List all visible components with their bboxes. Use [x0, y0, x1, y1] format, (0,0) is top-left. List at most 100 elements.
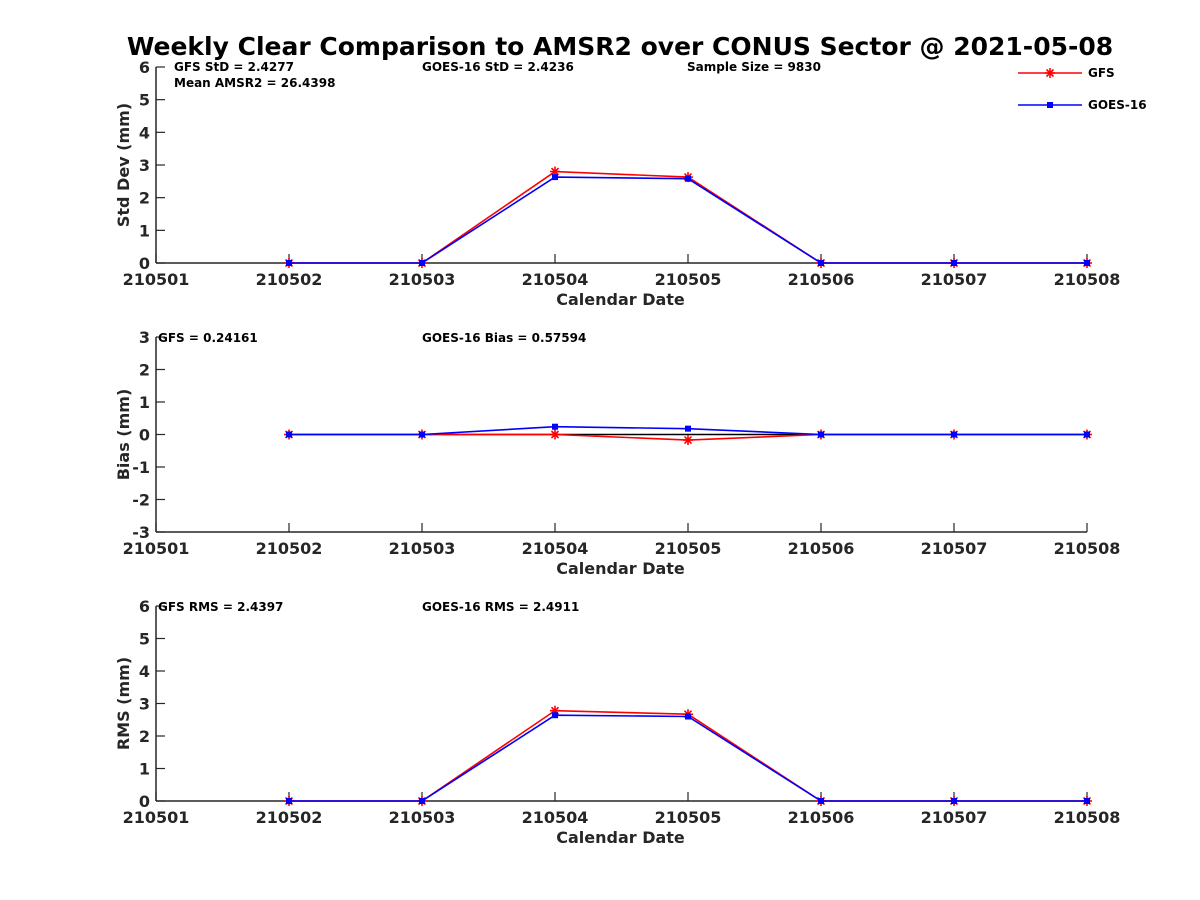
x-tick-label: 210501: [123, 808, 190, 827]
data-point-goes-16: [951, 798, 957, 804]
x-tick-label: 210502: [256, 539, 323, 558]
legend-marker-goes16: [1047, 102, 1053, 108]
x-tick-label: 210505: [655, 808, 722, 827]
y-tick-label: 5: [139, 91, 150, 110]
x-tick-label: 210507: [921, 808, 988, 827]
x-tick-label: 210508: [1054, 808, 1121, 827]
stat-annotation: GOES-16 StD = 2.4236: [422, 60, 574, 74]
y-tick-label: 1: [139, 760, 150, 779]
x-axis-label: Calendar Date: [556, 559, 685, 578]
x-tick-label: 210501: [123, 270, 190, 289]
stat-annotation: Mean AMSR2 = 26.4398: [174, 76, 335, 90]
stat-annotation: GOES-16 Bias = 0.57594: [422, 331, 586, 345]
series-goes-16: [286, 423, 1090, 438]
legend-label-goes16: GOES-16: [1088, 98, 1147, 112]
series-line-gfs: [289, 170, 1087, 264]
x-axis-label: Calendar Date: [556, 290, 685, 309]
chart-panel-2: 210501 210502 210503 210504 210505 210506 2105…: [114, 328, 1120, 578]
series-gfs: [284, 705, 1092, 806]
x-tick-label: 210508: [1054, 270, 1121, 289]
data-point-goes-16: [951, 431, 957, 438]
data-point-goes-16: [951, 260, 957, 266]
data-point-goes-16: [818, 798, 824, 804]
y-tick-label: 3: [139, 328, 150, 347]
y-tick-label: 5: [139, 630, 150, 649]
data-point-goes-16: [1084, 798, 1090, 804]
x-tick-label: 210507: [921, 539, 988, 558]
y-tick-label: 3: [139, 156, 150, 175]
series-line-goes-16: [289, 176, 1087, 264]
legend-marker-gfs: [1045, 68, 1055, 78]
legend-label-gfs: GFS: [1088, 66, 1115, 80]
x-tick-label: 210506: [788, 270, 855, 289]
y-axis-label: Bias (mm): [114, 389, 133, 481]
data-point-gfs: [683, 435, 693, 446]
stat-annotation: GOES-16 RMS = 2.4911: [422, 600, 579, 614]
chart-panel-1: 210501 210502 210503 210504 210505 210506 2105…: [114, 58, 1120, 309]
x-tick-label: 210504: [522, 808, 589, 827]
data-point-goes-16: [552, 423, 558, 430]
y-tick-label: 3: [139, 695, 150, 714]
data-point-goes-16: [419, 260, 425, 266]
data-point-goes-16: [685, 175, 691, 182]
y-tick-label: 1: [139, 221, 150, 240]
series-goes-16: [286, 174, 1090, 266]
data-point-goes-16: [685, 713, 691, 720]
y-tick-label: 0: [139, 426, 150, 445]
x-tick-label: 210502: [256, 808, 323, 827]
series-line-gfs: [289, 709, 1087, 802]
chart-panel-3: 210501 210502 210503 210504 210505 210506 2105…: [114, 597, 1120, 847]
x-tick-label: 210501: [123, 539, 190, 558]
y-tick-label: 4: [139, 662, 150, 681]
data-point-goes-16: [419, 798, 425, 804]
y-tick-label: -2: [132, 491, 150, 510]
data-point-goes-16: [1084, 431, 1090, 438]
y-tick-label: 0: [139, 254, 150, 273]
figure-title: Weekly Clear Comparison to AMSR2 over CO…: [127, 32, 1113, 61]
legend-marker-symbol: [1047, 102, 1053, 108]
stat-annotation: GFS StD = 2.4277: [174, 60, 294, 74]
data-point-goes-16: [286, 431, 292, 438]
legend-marker-symbol: [1045, 68, 1055, 78]
y-tick-label: 0: [139, 792, 150, 811]
y-tick-label: 6: [139, 597, 150, 616]
data-point-goes-16: [552, 712, 558, 719]
x-tick-label: 210506: [788, 539, 855, 558]
data-point-goes-16: [286, 260, 292, 266]
data-point-goes-16: [818, 431, 824, 438]
legend: GFS GOES-16: [1018, 66, 1147, 112]
stat-annotation: Sample Size = 9830: [687, 60, 821, 74]
y-tick-label: -3: [132, 523, 150, 542]
stat-annotation: GFS = 0.24161: [158, 331, 258, 345]
stat-annotation: GFS RMS = 2.4397: [158, 600, 283, 614]
x-tick-label: 210504: [522, 539, 589, 558]
x-tick-label: 210507: [921, 270, 988, 289]
x-tick-label: 210505: [655, 270, 722, 289]
series-gfs: [284, 429, 1092, 446]
data-point-goes-16: [1084, 260, 1090, 266]
y-tick-label: 2: [139, 189, 150, 208]
data-point-goes-16: [818, 260, 824, 266]
y-tick-label: -1: [132, 458, 150, 477]
x-tick-label: 210503: [389, 808, 456, 827]
x-tick-label: 210506: [788, 808, 855, 827]
series-line-goes-16: [289, 714, 1087, 802]
data-point-goes-16: [419, 431, 425, 438]
y-axis-label: Std Dev (mm): [114, 103, 133, 227]
x-tick-label: 210504: [522, 270, 589, 289]
y-axis-label: RMS (mm): [114, 657, 133, 750]
x-tick-label: 210503: [389, 270, 456, 289]
data-point-goes-16: [685, 425, 691, 432]
y-tick-label: 2: [139, 361, 150, 380]
series-goes-16: [286, 712, 1090, 804]
data-point-goes-16: [286, 798, 292, 804]
data-point-goes-16: [552, 174, 558, 181]
x-axis-label: Calendar Date: [556, 828, 685, 847]
x-tick-label: 210502: [256, 270, 323, 289]
y-tick-label: 6: [139, 58, 150, 77]
x-tick-label: 210503: [389, 539, 456, 558]
x-tick-label: 210508: [1054, 539, 1121, 558]
x-tick-label: 210505: [655, 539, 722, 558]
series-gfs: [284, 166, 1092, 268]
